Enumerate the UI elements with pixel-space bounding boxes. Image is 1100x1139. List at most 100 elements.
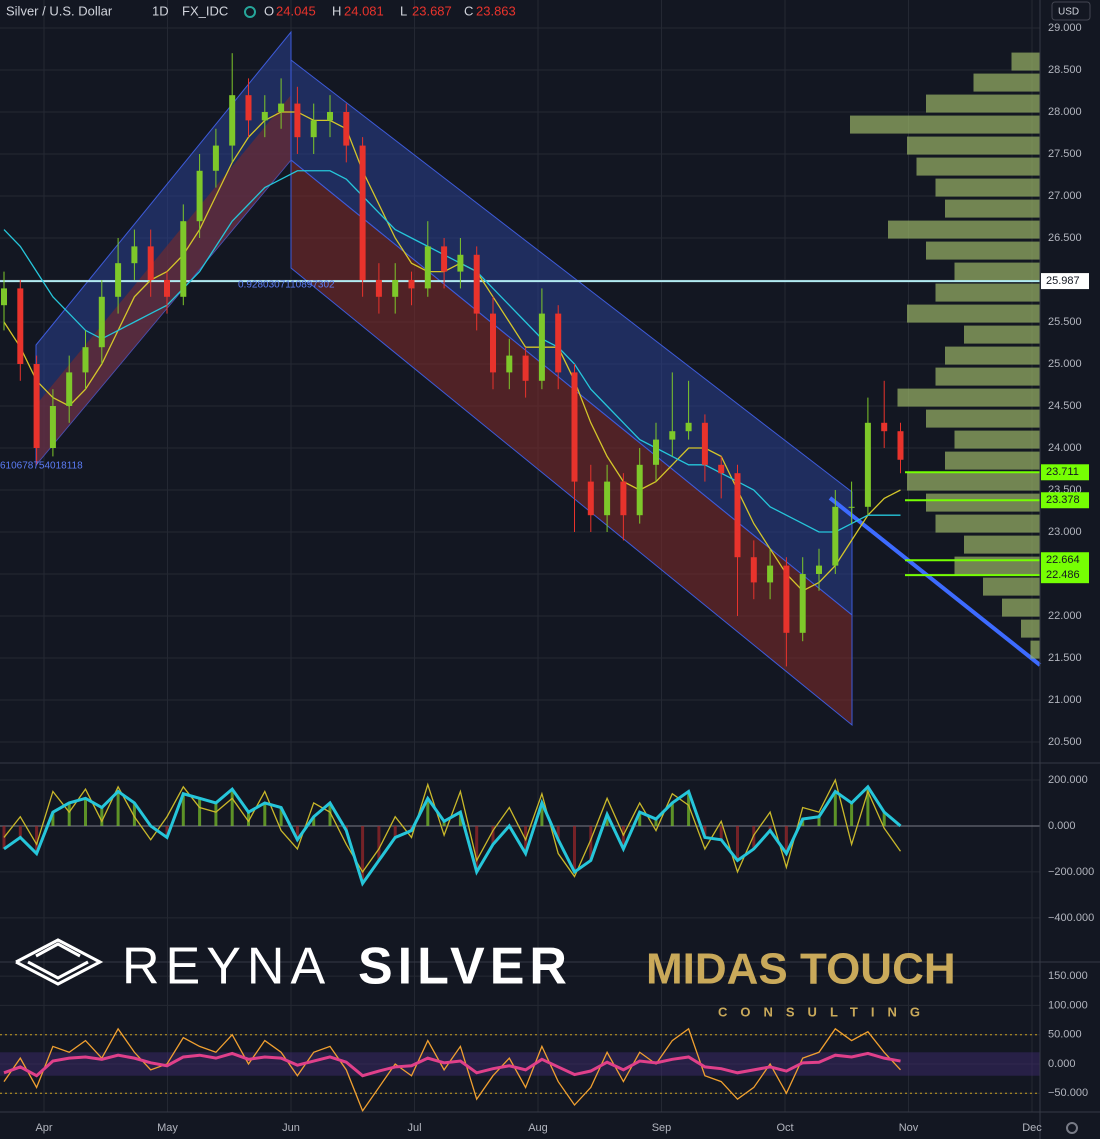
currency-button[interactable] (1051, 1, 1091, 21)
candle-body (229, 95, 236, 146)
histogram-bar (279, 807, 283, 826)
indicator-line (3, 1051, 901, 1078)
candle-body (327, 111, 333, 121)
x-tick-label: Dec (1022, 1122, 1042, 1134)
volume-profile-bar (945, 451, 1040, 470)
histogram-bar (736, 825, 739, 861)
histogram-bar (605, 814, 609, 826)
candle-body (33, 363, 40, 449)
candle-body (212, 145, 219, 171)
x-tick-label: Oct (776, 1122, 793, 1134)
candle-body (555, 313, 562, 373)
y-tick-label: 29.000 (1048, 22, 1082, 34)
histogram-bar (556, 825, 560, 840)
histogram-bar (654, 819, 658, 826)
candle-body (441, 246, 448, 272)
candle-body (832, 506, 839, 566)
volume-profile-bar (926, 94, 1040, 113)
price-level-tag (1041, 464, 1089, 481)
candle-body (506, 355, 513, 373)
histogram-bar (165, 825, 169, 838)
y-tick-label: 21.000 (1048, 694, 1082, 706)
histogram-bar (18, 825, 22, 838)
histogram-bar (833, 791, 837, 826)
ohlc-letter: H (332, 3, 341, 18)
currency[interactable]: USD (1058, 7, 1079, 18)
ohlc-letter: C (464, 3, 473, 18)
candle-body (881, 422, 888, 432)
indicator-line (3, 778, 902, 878)
histogram-bar (589, 825, 593, 861)
price-level-label: 22.486 (1046, 569, 1080, 581)
y-tick-label: 100.000 (1048, 999, 1088, 1011)
histogram-bar (866, 786, 870, 826)
candle-body (49, 405, 56, 449)
candle-body (1, 288, 7, 306)
volume-profile-bar (1011, 52, 1040, 71)
histogram-bar (230, 789, 234, 826)
y-tick-label: −50.000 (1048, 1087, 1088, 1099)
histogram-bar (393, 825, 397, 838)
y-tick-label: 0.000 (1048, 1058, 1076, 1070)
candle-body (620, 481, 627, 516)
volume-profile-bar (850, 115, 1040, 134)
volume-profile-bar (935, 367, 1040, 386)
histogram-bar (670, 802, 674, 826)
ohlc-value: 24.081 (344, 3, 384, 18)
candle-body (848, 506, 855, 508)
candle-body (783, 565, 790, 633)
histogram-bar (638, 812, 642, 826)
candle-body (522, 355, 529, 381)
x-tick-label: Sep (652, 1122, 672, 1134)
candle-body (180, 221, 187, 297)
histogram-bar (361, 825, 365, 884)
brand-light: REYNA (122, 938, 331, 996)
histogram-bar (295, 825, 299, 840)
histogram-bar (752, 825, 756, 849)
candle-body (424, 246, 431, 289)
x-tick-label: Jun (282, 1122, 300, 1134)
x-tick-label: Apr (35, 1122, 52, 1134)
volume-profile-bar (964, 325, 1040, 344)
histogram-bar (768, 825, 772, 831)
candle-body (538, 313, 545, 381)
candle-body (261, 111, 268, 121)
histogram-bar (312, 816, 316, 826)
volume-profile-bar (945, 199, 1040, 218)
candle-body (392, 279, 399, 297)
candle-body (864, 422, 871, 507)
histogram-bar (442, 821, 446, 826)
source: FX_IDC (182, 3, 228, 18)
histogram-bar (719, 825, 723, 840)
candle-body (457, 254, 464, 272)
price-level-label: 22.664 (1046, 554, 1080, 566)
y-tick-label: 22.000 (1048, 610, 1082, 622)
moving-average (3, 170, 901, 533)
ohlc-legend: O 24.045 H 24.081 L 23.687 C 23.863 (264, 3, 516, 18)
histogram-bar (35, 825, 39, 854)
volume-profile-bar (907, 136, 1040, 155)
histogram-bar (621, 825, 625, 849)
candle-body (587, 481, 594, 516)
volume-profile-bar (973, 73, 1040, 92)
plot (0, 52, 1040, 1113)
ohlc-value: 23.863 (476, 3, 516, 18)
histogram-bar (67, 802, 71, 826)
price-level-tag (1041, 552, 1089, 569)
settings-icon[interactable] (1066, 1122, 1078, 1134)
y-tick-label: 23.000 (1048, 526, 1082, 538)
volume-profile-bar (926, 241, 1040, 260)
histogram-bar (817, 816, 821, 826)
candle-body (196, 170, 203, 222)
histogram-bar (475, 825, 479, 872)
y-tick-label: 0.000 (1048, 820, 1076, 832)
y-tick-label: 25.500 (1048, 316, 1082, 328)
candle-body (115, 263, 122, 297)
volume-profile-bar (935, 514, 1040, 533)
volume-profile-bar (926, 493, 1040, 512)
volume-profile-bar (1021, 619, 1040, 638)
candle-body (245, 95, 252, 121)
ohlc-letter: L (400, 3, 407, 18)
